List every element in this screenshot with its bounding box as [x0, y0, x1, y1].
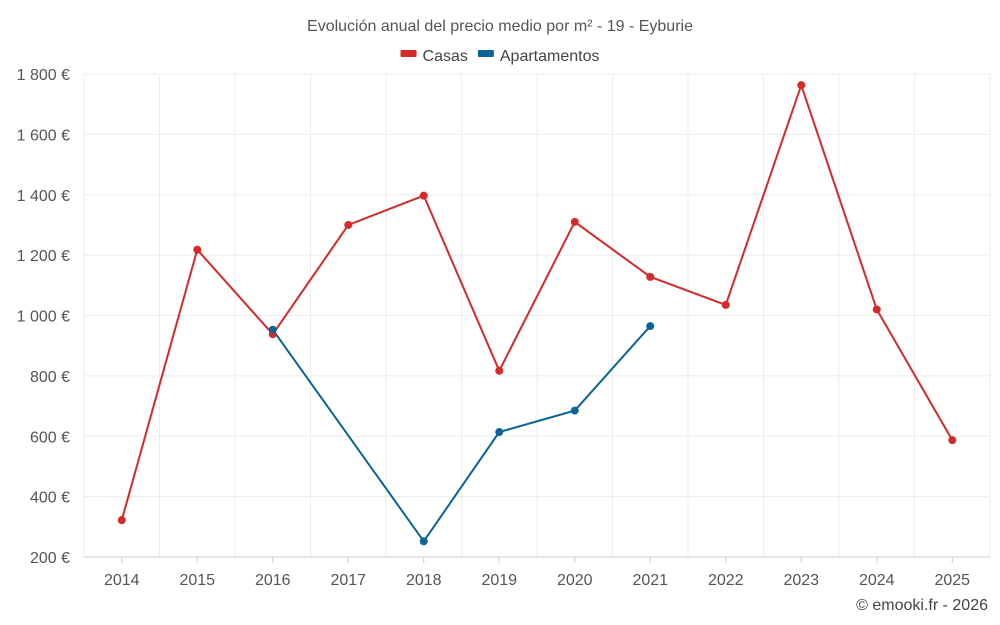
x-tick-label: 2015: [179, 572, 215, 589]
x-tick-label: 2017: [330, 572, 366, 589]
data-point-casas[interactable]: [344, 220, 353, 229]
data-point-casas[interactable]: [117, 516, 126, 525]
legend-item-casas[interactable]: Casas: [400, 48, 468, 65]
data-point-casas[interactable]: [721, 300, 730, 309]
series-line-casas: [120, 82, 954, 521]
chart-title: Evolución anual del precio medio por m² …: [307, 18, 693, 35]
legend-swatch: [400, 50, 417, 57]
y-axis: 200 € 400 € 600 € 800 € 1 000 € 1 200 € 1 400 …: [17, 67, 70, 567]
legend-swatch: [477, 50, 494, 57]
y-tick-label: 800 €: [30, 369, 70, 386]
x-tick-label: 2016: [255, 572, 291, 589]
x-tick-label: 2014: [104, 572, 140, 589]
y-tick-label: 1 000 €: [17, 309, 70, 326]
data-point-casas[interactable]: [872, 305, 881, 314]
y-tick-label: 1 200 €: [17, 248, 70, 265]
data-point-apartamentos[interactable]: [419, 537, 428, 546]
y-tick-label: 1 600 €: [17, 127, 70, 144]
data-point-casas[interactable]: [570, 217, 579, 226]
legend: Casas Apartamentos: [400, 48, 600, 65]
data-point-apartamentos[interactable]: [495, 428, 504, 437]
y-tick-label: 400 €: [30, 490, 70, 507]
x-tick-label: 2024: [859, 572, 895, 589]
x-tick-label: 2019: [481, 572, 517, 589]
x-tick-label: 2020: [557, 572, 593, 589]
data-point-casas[interactable]: [948, 436, 957, 445]
data-point-casas[interactable]: [193, 245, 202, 254]
x-tick-label: 2025: [934, 572, 970, 589]
grid: [83, 73, 991, 557]
y-tick-label: 200 €: [30, 550, 70, 567]
x-axis: 2014 2015 2016 2017 2018 2019 2020 2021 2022 2023…: [84, 556, 990, 589]
data-point-casas[interactable]: [495, 366, 504, 375]
x-tick-label: 2023: [783, 572, 819, 589]
data-point-apartamentos[interactable]: [268, 325, 277, 334]
x-tick-label: 2022: [708, 572, 744, 589]
y-tick-label: 1 800 €: [17, 67, 70, 84]
legend-item-apartamentos[interactable]: Apartamentos: [477, 48, 600, 65]
data-point-casas[interactable]: [797, 81, 806, 90]
data-point-apartamentos[interactable]: [646, 322, 655, 331]
data-point-casas[interactable]: [419, 191, 428, 200]
series-group: [117, 81, 957, 546]
legend-label: Casas: [423, 48, 468, 65]
data-point-casas[interactable]: [646, 272, 655, 281]
credit-text: © emooki.fr - 2026: [856, 597, 988, 614]
x-tick-label: 2018: [406, 572, 442, 589]
data-point-apartamentos[interactable]: [570, 406, 579, 415]
legend-label: Apartamentos: [500, 48, 600, 65]
y-tick-label: 600 €: [30, 429, 70, 446]
y-tick-label: 1 400 €: [17, 188, 70, 205]
x-tick-label: 2021: [632, 572, 668, 589]
